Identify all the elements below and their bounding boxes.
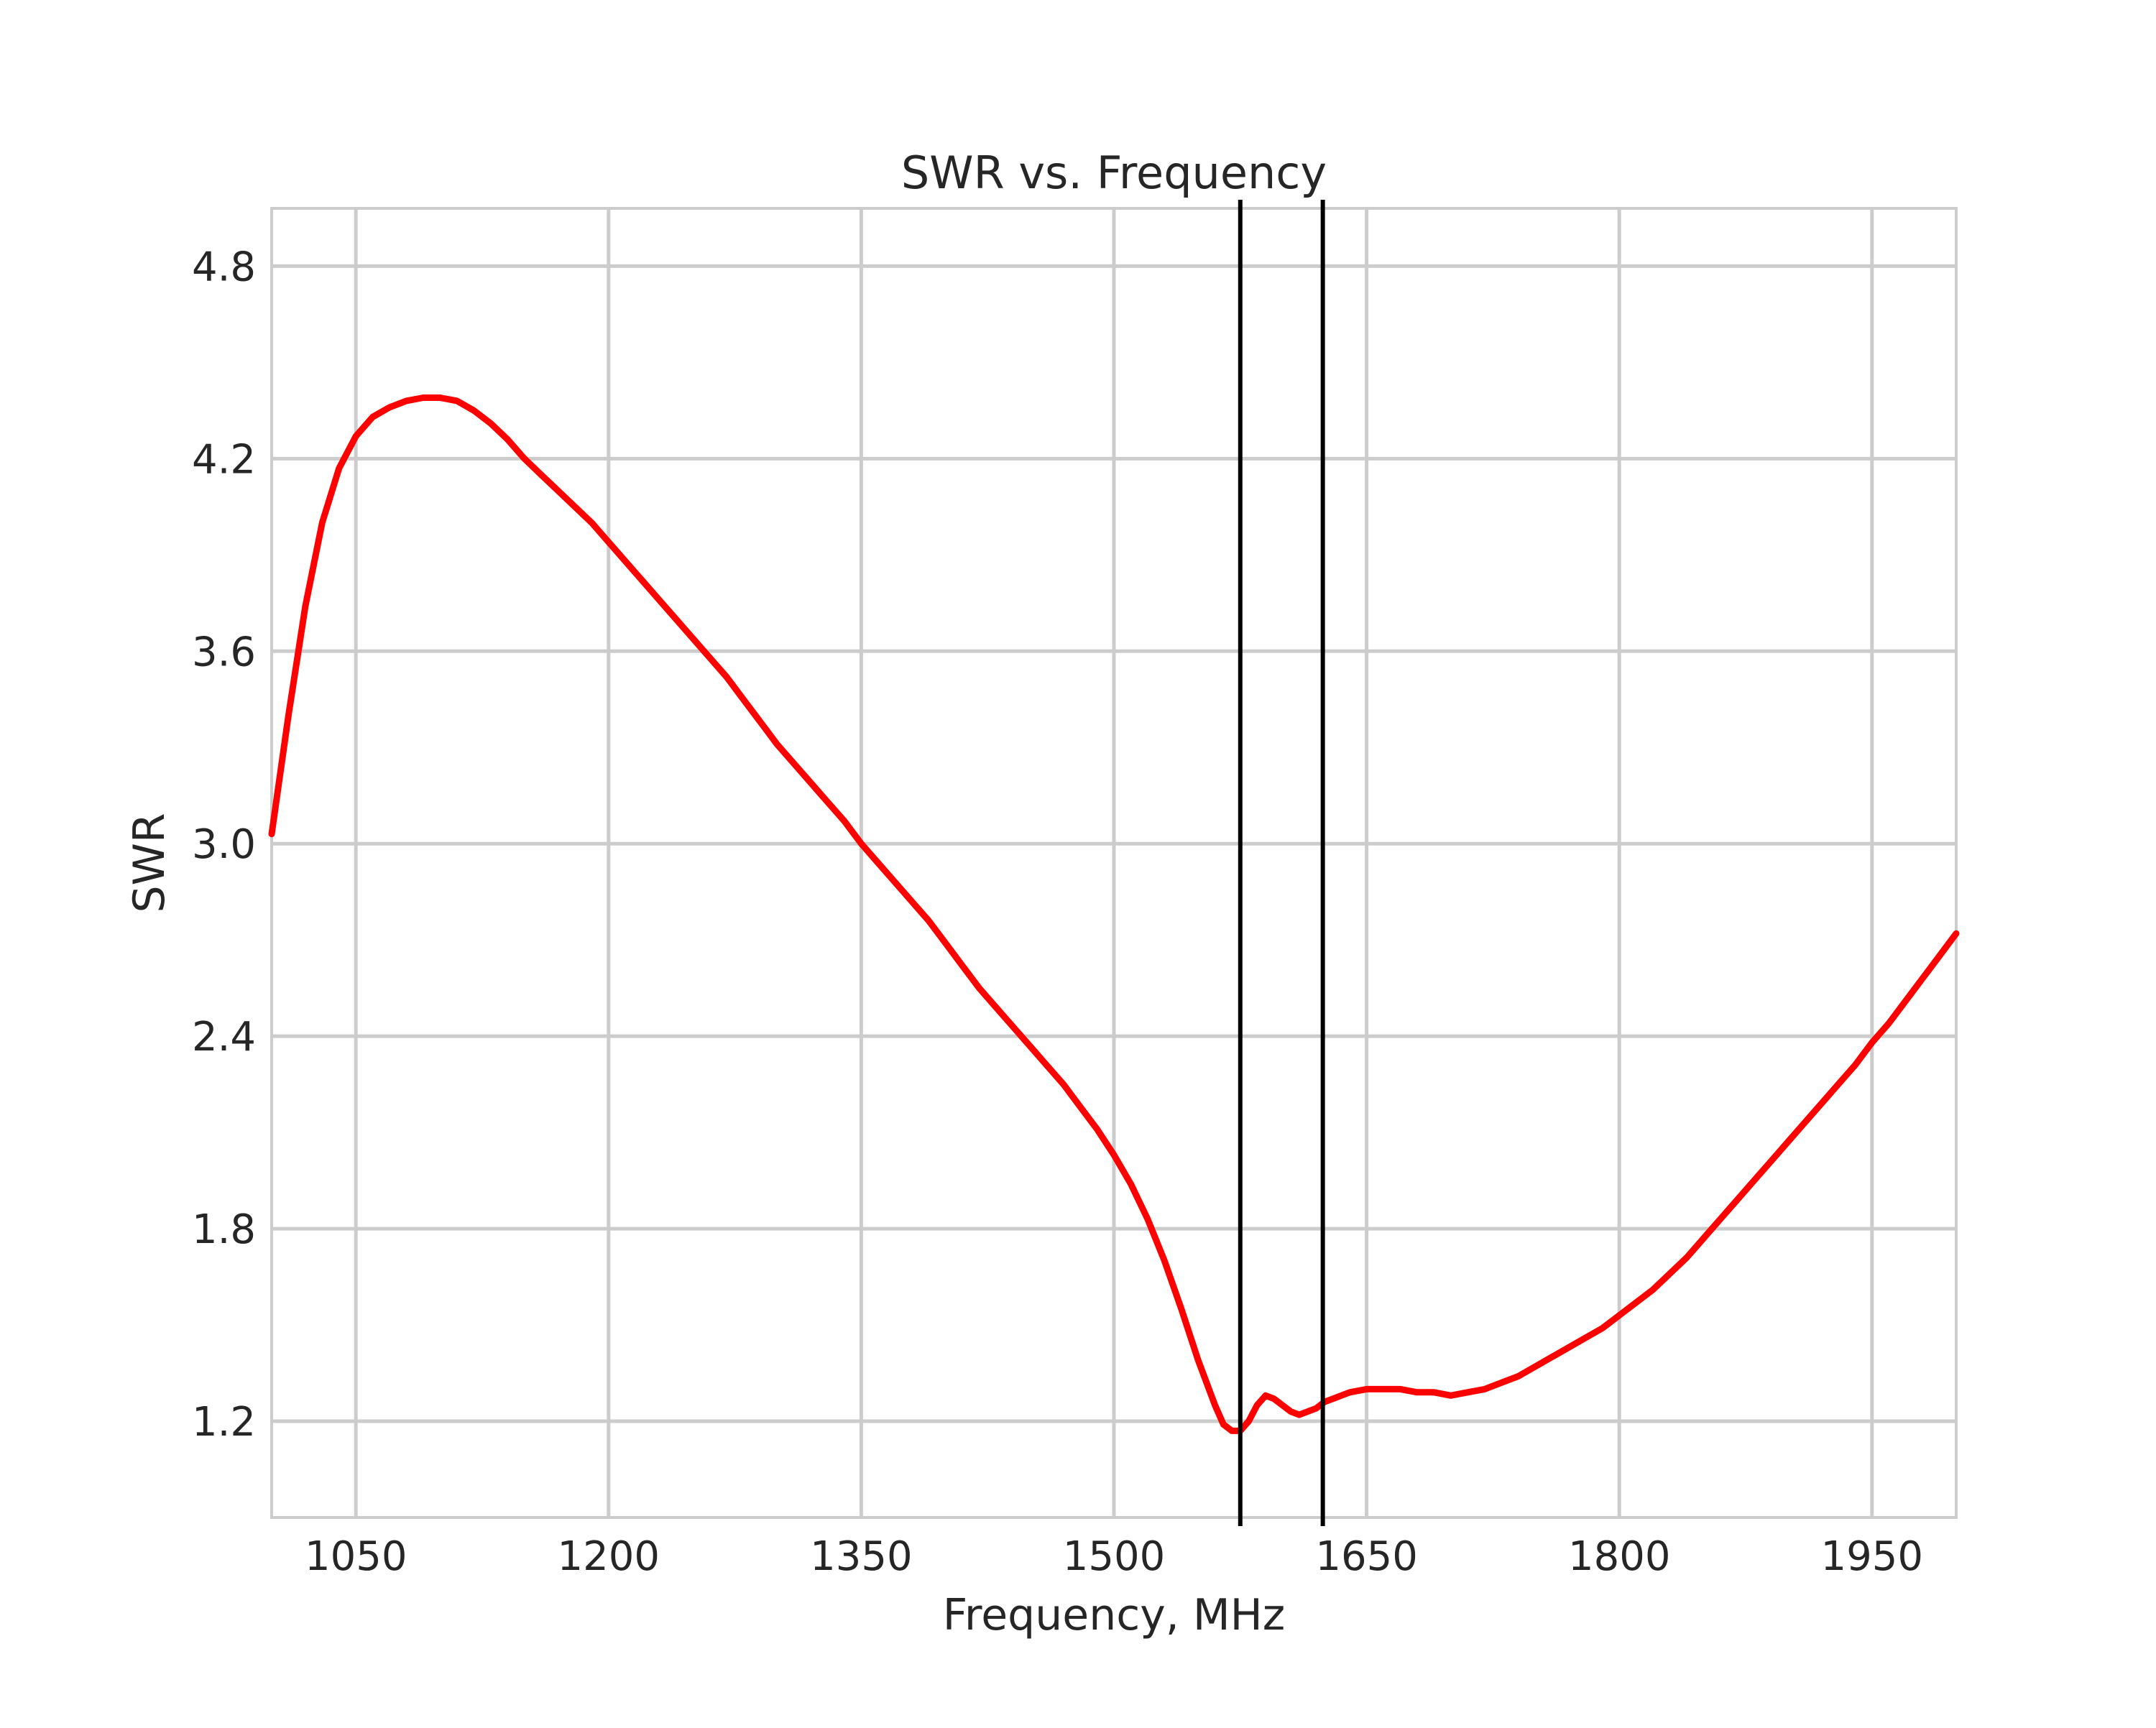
- x-tick-label: 1650: [1315, 1533, 1418, 1580]
- swr-series-line: [268, 394, 1960, 1434]
- y-axis-label: SWR: [124, 813, 175, 912]
- x-tick-label: 1050: [305, 1533, 407, 1580]
- grid: [272, 208, 1956, 1517]
- series-layer: [268, 394, 1960, 1434]
- x-axis-label: Frequency, MHz: [943, 1590, 1285, 1640]
- x-tick-label: 1350: [810, 1533, 913, 1580]
- x-tick-label: 1950: [1821, 1533, 1924, 1580]
- chart-title: SWR vs. Frequency: [901, 147, 1327, 199]
- y-tick-labels: 1.2 1.8 2.4 3.0 3.6 4.2 4.8: [192, 244, 256, 1446]
- y-tick-label: 4.2: [192, 436, 256, 483]
- y-tick-label: 2.4: [192, 1014, 256, 1061]
- vertical-markers: [1238, 200, 1325, 1526]
- y-tick-label: 4.8: [192, 244, 256, 290]
- plot-frame: [270, 207, 1958, 1519]
- y-tick-label: 3.6: [192, 629, 256, 675]
- y-tick-label: 1.8: [192, 1206, 256, 1253]
- x-tick-label: 1500: [1063, 1533, 1166, 1580]
- x-tick-labels: 1050 1200 1350 1500 1650 1800 1950: [305, 1533, 1923, 1580]
- x-tick-label: 1200: [558, 1533, 660, 1580]
- y-tick-label: 3.0: [192, 821, 256, 868]
- x-tick-label: 1800: [1568, 1533, 1671, 1580]
- y-tick-label: 1.2: [192, 1399, 256, 1446]
